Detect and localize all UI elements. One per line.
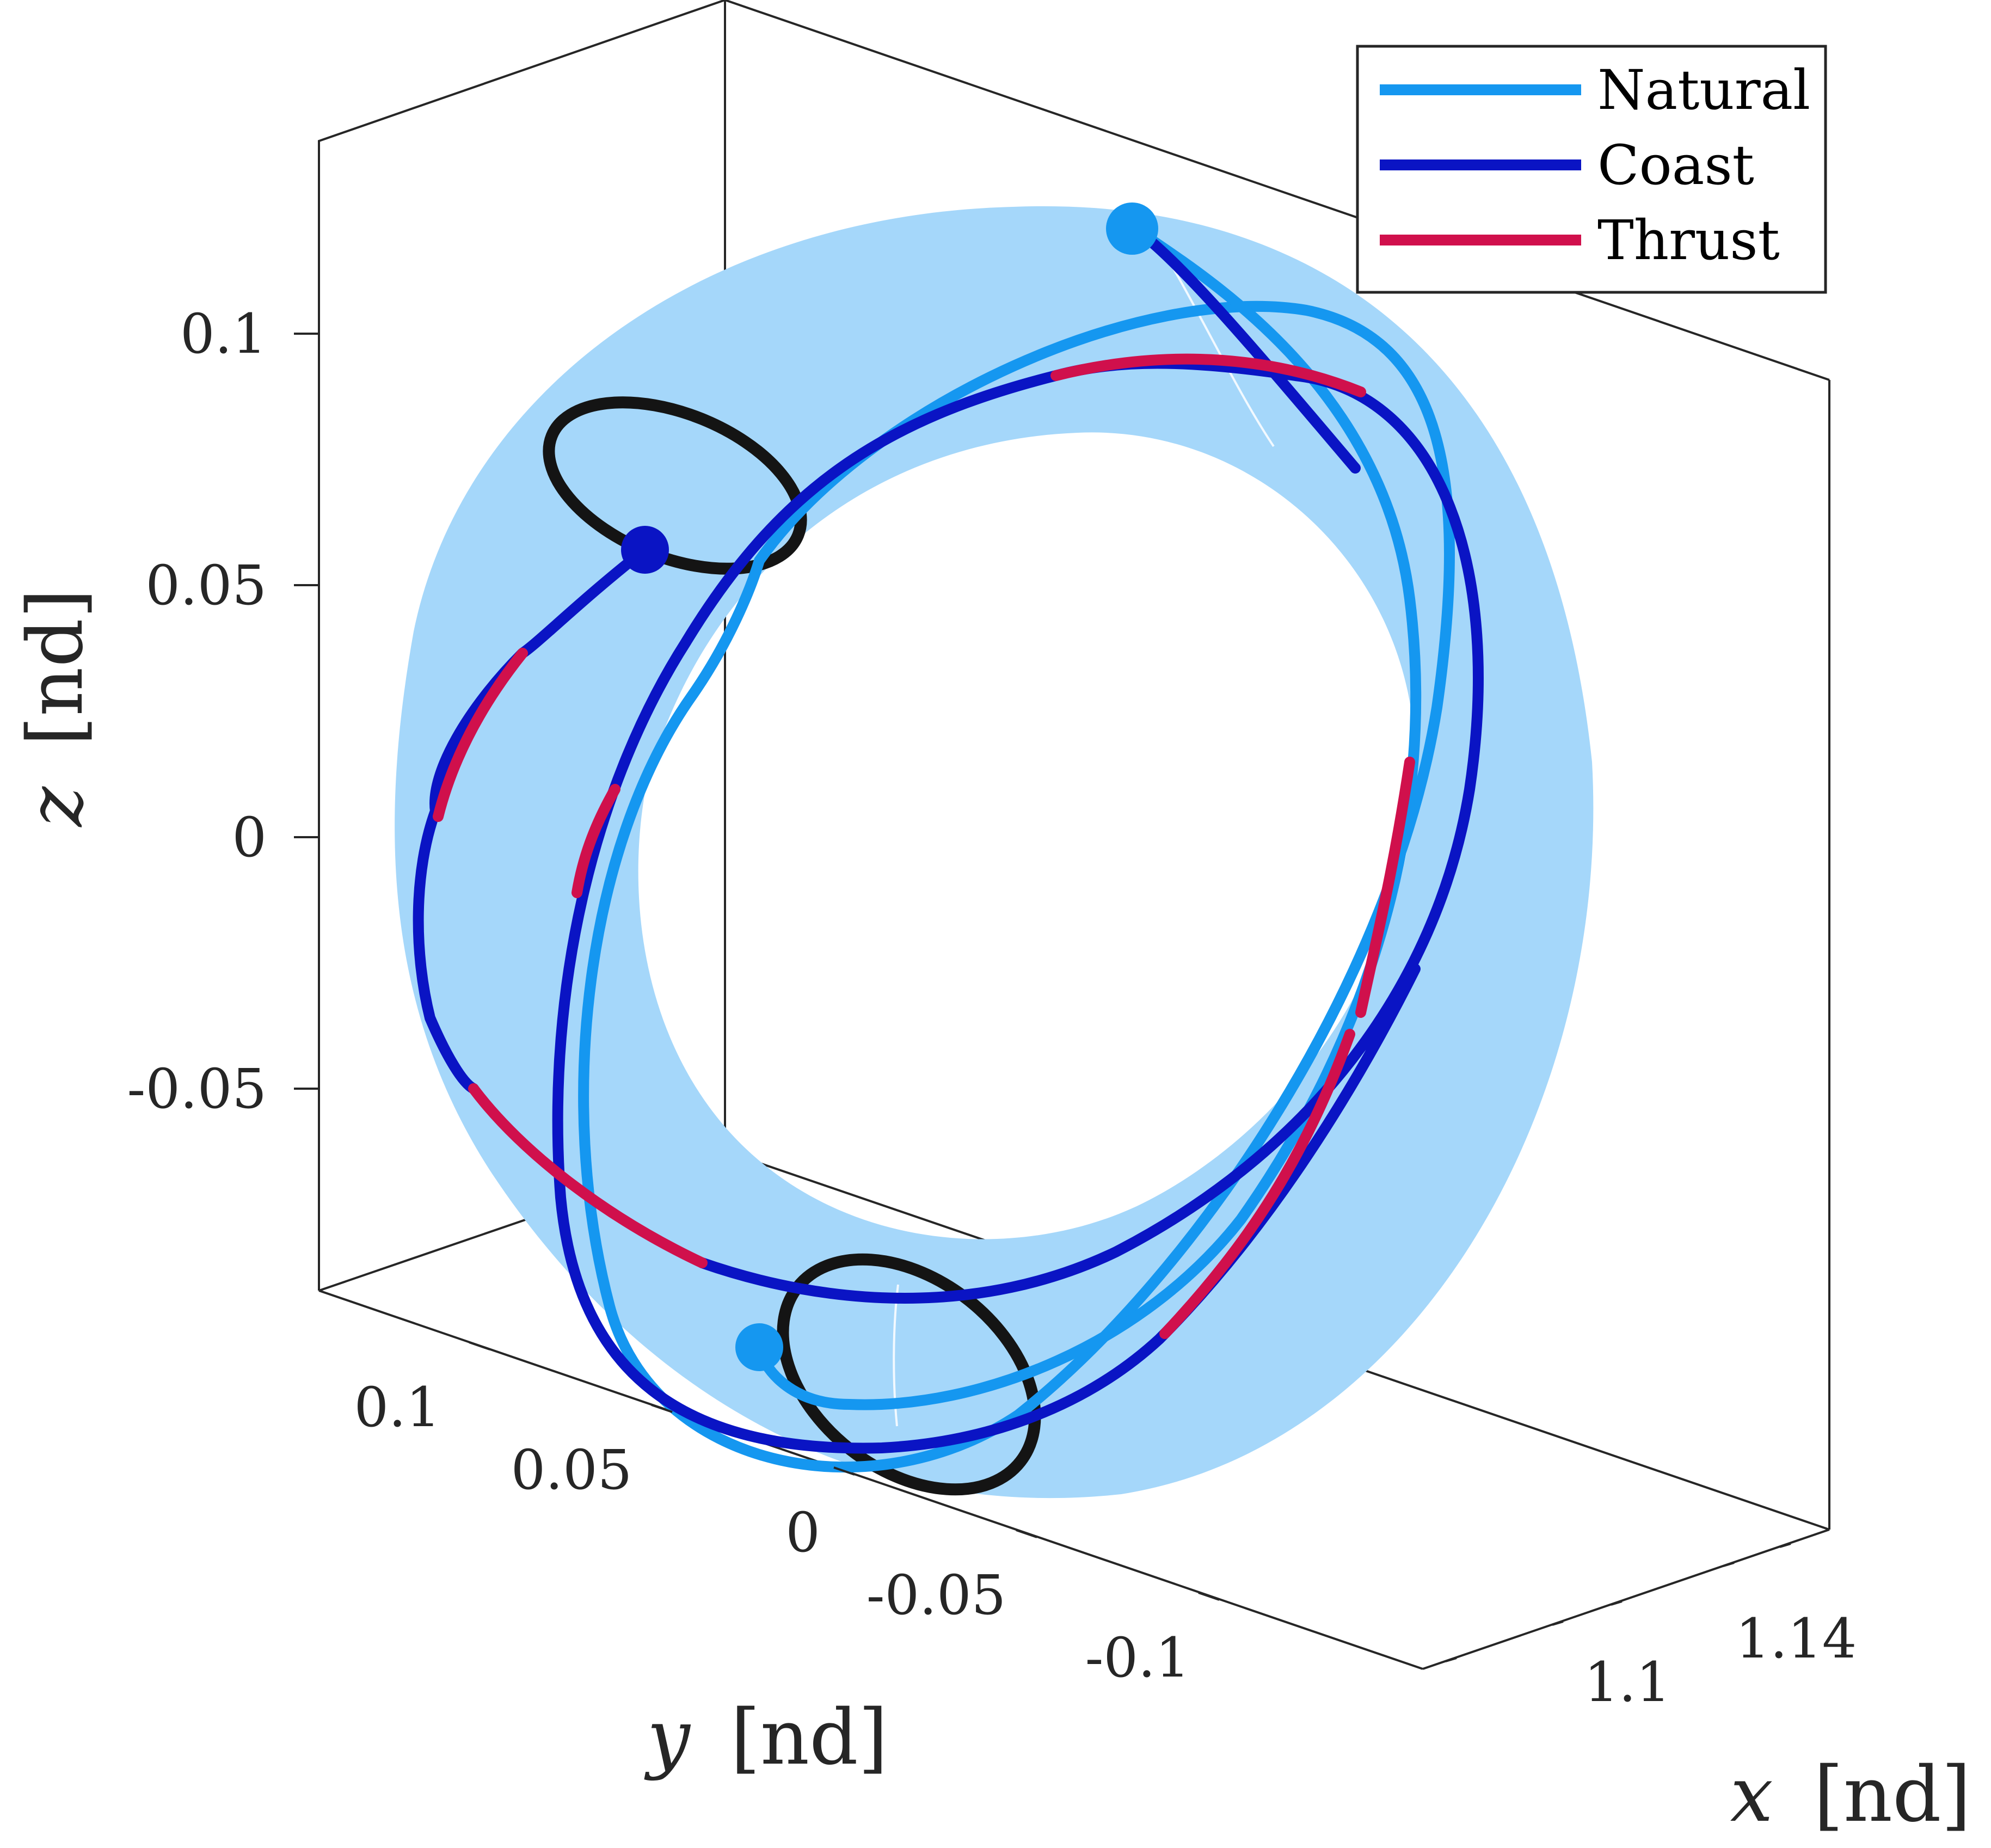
y-tick-label: 0: [785, 1501, 820, 1564]
natural-arc-outer: [578, 300, 1455, 1473]
start-marker-top: [1106, 202, 1158, 255]
torus-surface: [395, 206, 1594, 1499]
marker-lower: [735, 1323, 783, 1371]
x-tick-minor: [1611, 1600, 1623, 1606]
back-top-edge: [724, 0, 1830, 381]
x-tick-minor: [1779, 1543, 1791, 1548]
z-tick-label: 0.1: [180, 302, 267, 366]
y-tick-label: 0.1: [354, 1376, 440, 1439]
z-tick-label: 0.05: [145, 554, 267, 617]
natural-arc-inner: [754, 223, 1422, 1410]
thrust-right: [1355, 757, 1415, 1018]
thrust-left-upper: [433, 648, 528, 822]
legend-label-coast: Coast: [1597, 133, 1754, 197]
markers: [621, 202, 1158, 1371]
y-tick--0.1: [1198, 1592, 1220, 1601]
x-tick-1.14: [1723, 1562, 1735, 1567]
back-left-frame: [318, 0, 726, 1291]
z-axis-unit: [nd]: [11, 588, 100, 746]
legend: Natural Coast Thrust: [1356, 45, 1827, 294]
thrust-lower-right: [1159, 1029, 1355, 1339]
x-tick-1.1: [1552, 1620, 1564, 1626]
legend-label-natural: Natural: [1597, 58, 1810, 122]
x-axis-line: [1422, 1528, 1830, 1670]
x-axis: 1.1 1.14 x [nd]: [1445, 1543, 1971, 1839]
x-tick-label: 1.14: [1736, 1607, 1857, 1671]
z-axis-var: z: [11, 786, 100, 828]
series-thrust: [433, 353, 1415, 1339]
legend-items: Natural Coast Thrust: [1380, 58, 1810, 272]
x-tick-minor: [1445, 1657, 1457, 1662]
y-tick-0.1: [469, 1341, 490, 1350]
x-axis-var: x: [1730, 1751, 1773, 1839]
z-tick-label: 0: [232, 806, 267, 869]
y-axis-var: y: [644, 1693, 691, 1782]
y-tick-0: [833, 1466, 855, 1476]
x-axis-title: x [nd]: [1730, 1751, 1971, 1839]
x-axis-unit: [nd]: [1814, 1751, 1971, 1839]
y-tick--0.05: [1016, 1529, 1037, 1538]
thrust-top: [1050, 353, 1366, 397]
y-axis-title: y [nd]: [644, 1693, 888, 1782]
z-axis: 0.1 0.05 0 -0.05 z [nd]: [11, 302, 319, 1121]
thrust-bottom-left: [468, 1083, 708, 1268]
series-natural: [578, 223, 1455, 1473]
legend-label-thrust: Thrust: [1597, 208, 1780, 272]
y-tick-label: -0.1: [1085, 1626, 1190, 1690]
y-axis-line: [318, 1290, 1423, 1670]
coast-arc-descent: [1129, 223, 1361, 474]
y-axis: 0.1 0.05 0 -0.05 -0.1 y [nd]: [354, 1341, 1220, 1782]
thrust-left-mid: [572, 784, 620, 898]
z-tick-label: -0.05: [127, 1057, 267, 1121]
y-axis-unit: [nd]: [730, 1693, 888, 1782]
marker-upper-left: [621, 526, 669, 574]
y-tick-label: -0.05: [867, 1563, 1006, 1627]
y-tick-label: 0.05: [511, 1438, 632, 1502]
y-tick-0.05: [651, 1404, 673, 1413]
z-axis-title: z [nd]: [11, 588, 100, 827]
torus-annulus: [395, 206, 1594, 1499]
x-tick-label: 1.1: [1584, 1650, 1670, 1714]
